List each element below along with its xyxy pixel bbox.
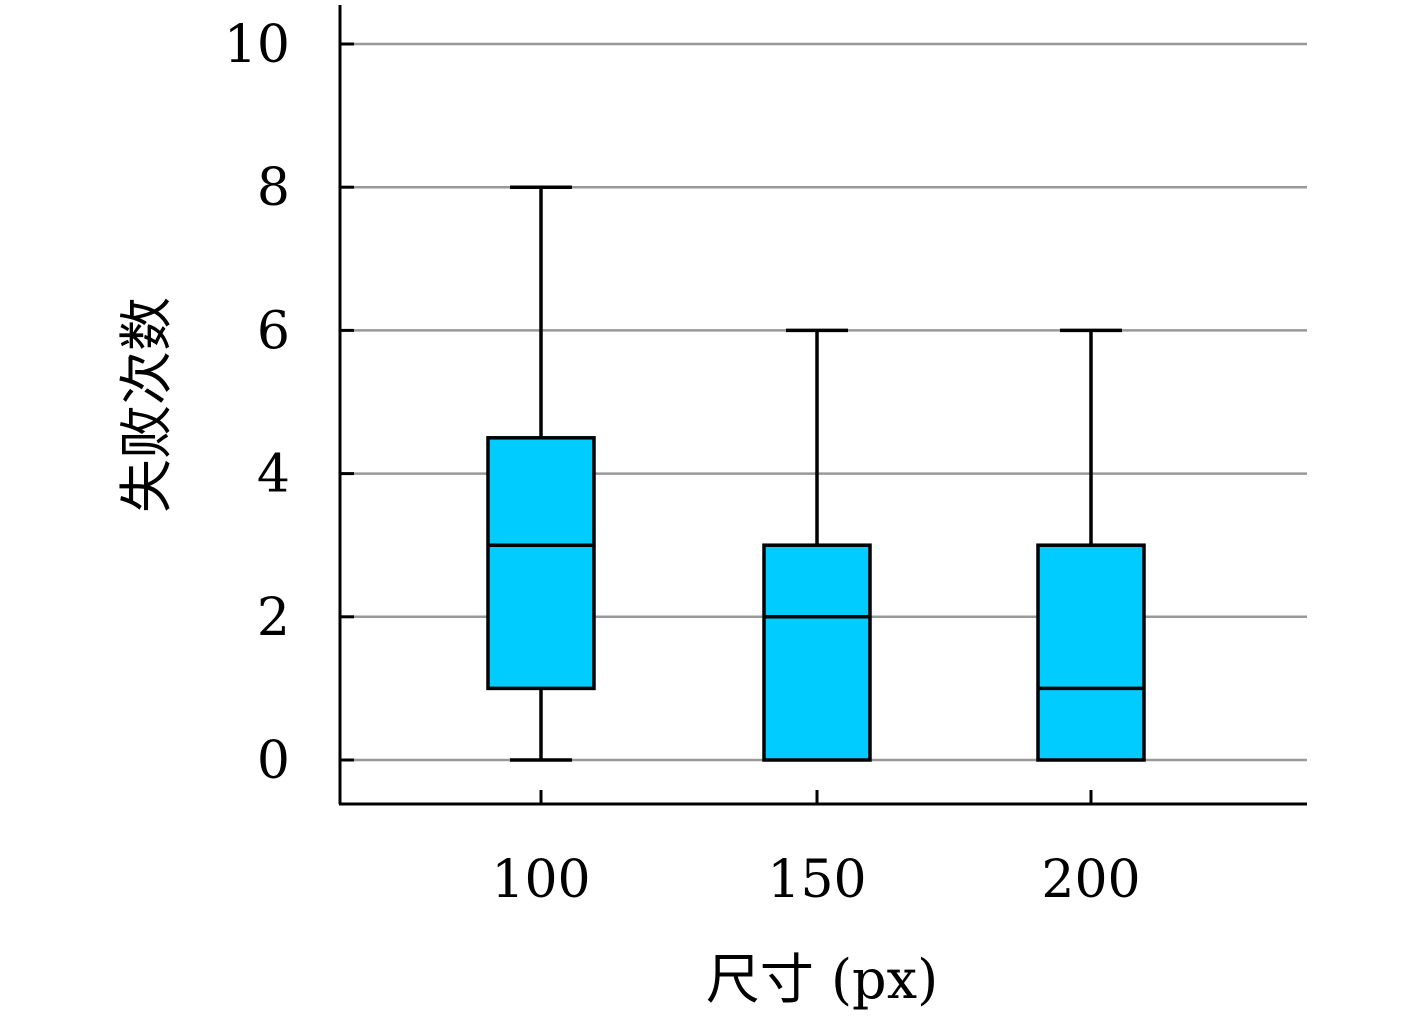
box-group-200 xyxy=(1036,328,1146,762)
y-tick-label: 10 xyxy=(224,15,290,75)
y-tick-label: 0 xyxy=(257,731,290,791)
iqr-box xyxy=(762,543,872,762)
box-group-150 xyxy=(762,328,872,762)
x-tick-label: 200 xyxy=(1041,850,1140,910)
axes xyxy=(338,5,1307,806)
x-axis-title: 尺寸 (px) xyxy=(706,948,938,1011)
iqr-box xyxy=(486,436,596,691)
y-tick-label: 8 xyxy=(257,158,290,218)
x-ticks: 100 150 200 xyxy=(491,790,1141,910)
x-tick-label: 100 xyxy=(491,850,590,910)
y-ticks: 0 2 4 6 8 10 xyxy=(224,15,354,791)
box-group-100 xyxy=(486,185,596,762)
boxes xyxy=(486,185,1146,762)
x-tick-label: 150 xyxy=(767,850,866,910)
iqr-box xyxy=(1036,543,1146,762)
y-tick-label: 6 xyxy=(257,301,290,361)
y-axis-title: 失败次数 xyxy=(115,297,178,513)
y-tick-label: 2 xyxy=(257,588,290,648)
y-tick-label: 4 xyxy=(257,445,290,505)
